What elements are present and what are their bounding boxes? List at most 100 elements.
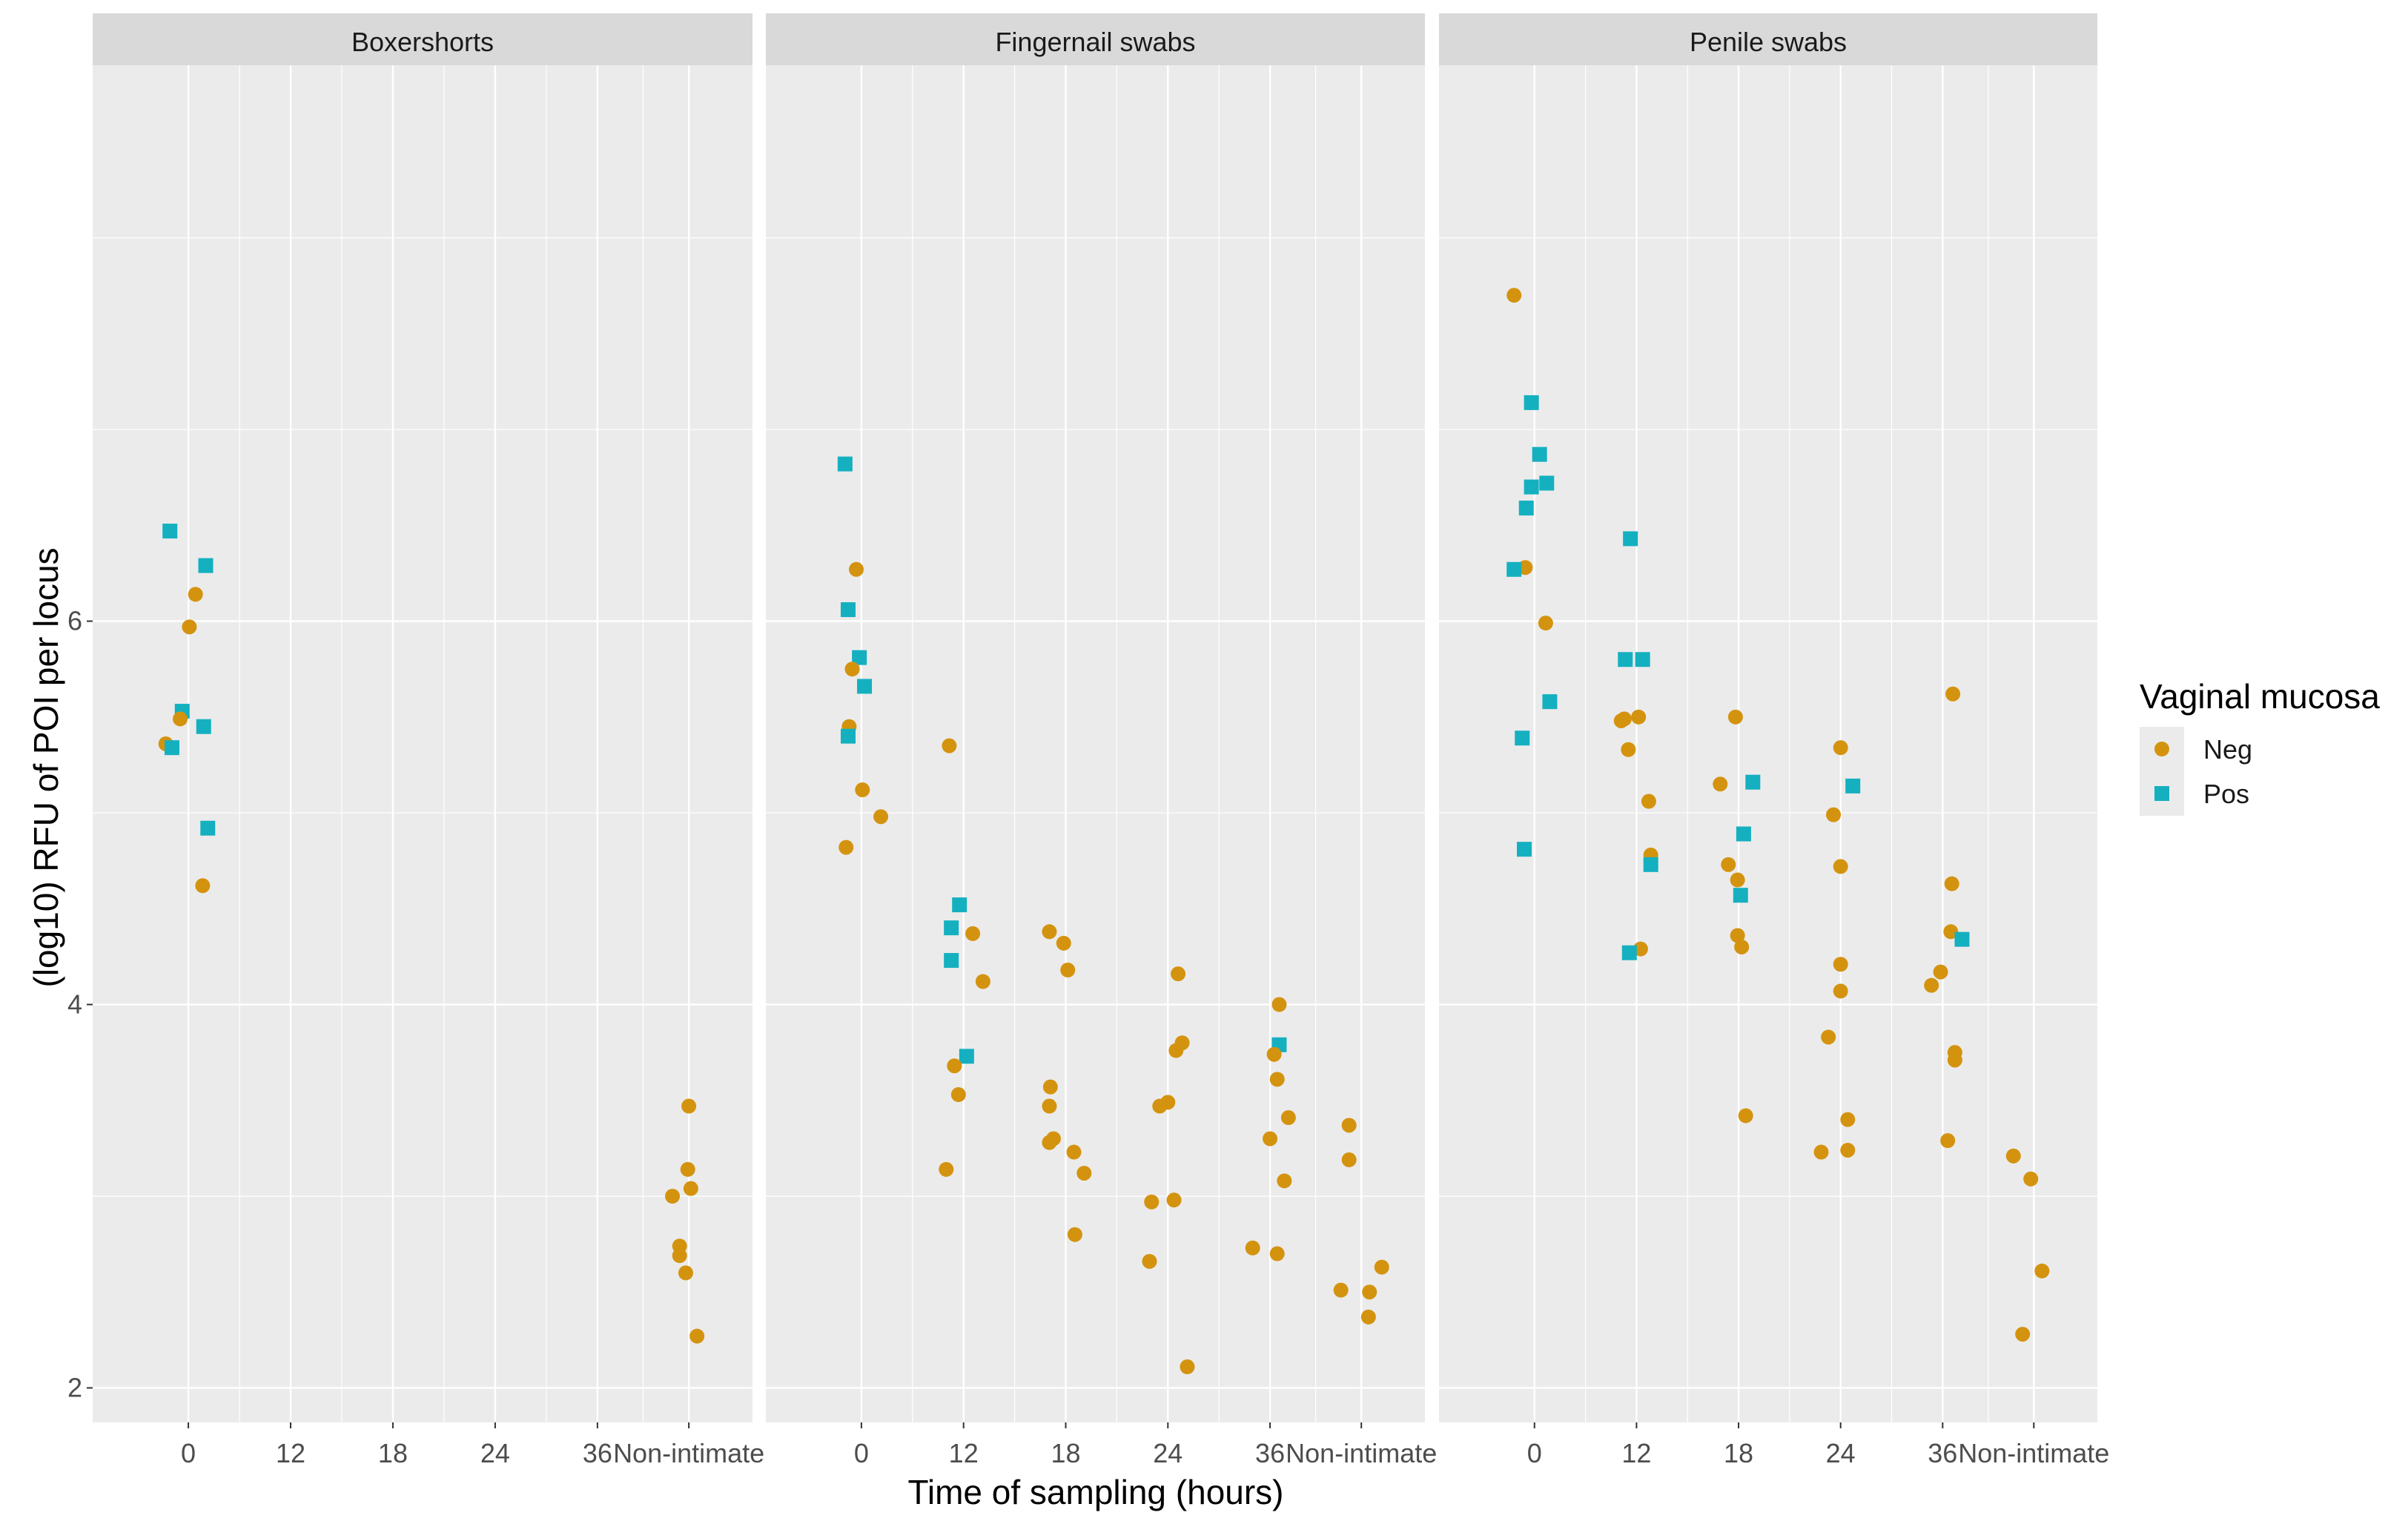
data-point-neg — [1060, 963, 1076, 977]
data-point-pos — [1524, 479, 1539, 495]
legend-keys: Neg Pos — [2140, 727, 2252, 816]
data-point-pos — [1745, 774, 1761, 790]
data-point-neg — [1360, 1309, 1376, 1325]
legend-key-pos — [2154, 786, 2169, 801]
x-tick-label: Non-intimate — [613, 1438, 764, 1468]
data-points — [837, 456, 1389, 1375]
data-point-neg — [1933, 964, 1948, 980]
data-point-neg — [1833, 859, 1848, 874]
data-point-neg — [1833, 740, 1848, 756]
data-point-pos — [1516, 842, 1532, 857]
data-point-pos — [1532, 446, 1547, 462]
data-point-pos — [837, 456, 853, 472]
panel-background — [93, 65, 752, 1422]
data-point-pos — [1643, 857, 1658, 872]
data-point-neg — [1947, 1052, 1962, 1068]
data-point-neg — [188, 587, 203, 602]
data-point-neg — [844, 662, 860, 677]
data-point-neg — [1269, 1246, 1285, 1261]
data-point-neg — [1506, 288, 1522, 303]
data-point-neg — [939, 1161, 954, 1177]
data-point-pos — [852, 650, 867, 665]
data-point-pos — [162, 524, 178, 539]
data-point-neg — [947, 1058, 962, 1074]
data-point-pos — [1845, 778, 1861, 794]
legend-title: Vaginal mucosa — [2140, 677, 2380, 716]
data-point-neg — [1641, 794, 1656, 809]
data-point-neg — [838, 839, 854, 855]
data-point-pos — [164, 740, 179, 756]
x-axes: 0 12 18 24 36 Non-intimate 0 12 18 24 36 Non-intima… — [181, 1422, 2109, 1468]
data-point-pos — [1736, 826, 1751, 842]
x-axis-2: 0 12 18 24 36 Non-intimate — [1527, 1422, 2109, 1468]
facet-panel-1: Fingernail swabs — [766, 13, 1425, 1422]
data-point-neg — [1840, 1112, 1856, 1127]
data-point-neg — [683, 1181, 698, 1196]
x-tick-label: 36 — [1928, 1438, 1957, 1468]
data-point-neg — [672, 1248, 687, 1264]
data-point-pos — [857, 679, 873, 694]
data-point-neg — [1616, 711, 1632, 727]
data-point-pos — [952, 897, 968, 913]
data-point-neg — [1631, 709, 1647, 725]
data-point-pos — [1524, 395, 1539, 410]
data-point-pos — [200, 820, 216, 836]
data-point-neg — [1280, 1110, 1296, 1126]
facet-panels: Boxershorts Fingernail swabs Penile swabs — [93, 13, 2097, 1422]
facet-strip — [766, 13, 1425, 65]
x-axis-0: 0 12 18 24 36 Non-intimate — [181, 1422, 764, 1468]
data-point-neg — [1166, 1193, 1182, 1208]
data-point-neg — [1333, 1282, 1349, 1298]
data-point-neg — [1269, 1072, 1285, 1087]
data-point-neg — [1621, 742, 1636, 757]
x-axis-1: 0 12 18 24 36 Non-intimate — [854, 1422, 1437, 1468]
data-point-pos — [1618, 652, 1633, 667]
x-tick-label: 0 — [181, 1438, 196, 1468]
x-tick-label: 18 — [1051, 1438, 1080, 1468]
data-point-neg — [1538, 616, 1553, 631]
facet-panel-0: Boxershorts — [93, 13, 752, 1422]
data-point-neg — [1813, 1144, 1829, 1160]
data-point-neg — [1056, 935, 1071, 951]
data-point-neg — [678, 1265, 693, 1281]
data-point-pos — [198, 558, 214, 573]
data-point-pos — [944, 920, 959, 936]
data-point-pos — [1539, 475, 1555, 491]
data-point-pos — [1635, 652, 1650, 667]
legend-key-neg — [2154, 742, 2169, 756]
data-point-neg — [1171, 966, 1186, 982]
data-point-pos — [944, 953, 959, 969]
facet-strip — [93, 13, 752, 65]
data-point-neg — [1945, 686, 1961, 702]
x-tick-label: 24 — [1153, 1438, 1182, 1468]
data-point-neg — [1144, 1194, 1160, 1210]
data-point-neg — [1833, 957, 1848, 972]
data-point-neg — [1066, 1144, 1082, 1160]
data-point-neg — [950, 1087, 966, 1103]
data-point-neg — [1142, 1253, 1157, 1269]
data-point-neg — [1168, 1043, 1184, 1058]
facet-strip-label: Fingernail swabs — [995, 27, 1195, 57]
data-point-neg — [2023, 1171, 2039, 1187]
x-tick-label: 36 — [583, 1438, 612, 1468]
data-point-neg — [1042, 924, 1057, 940]
y-axis-title: (log10) RFU of POI per locus — [27, 547, 65, 987]
data-point-neg — [2015, 1327, 2031, 1342]
x-tick-label: 24 — [1826, 1438, 1856, 1468]
data-point-pos — [1733, 888, 1748, 903]
data-point-neg — [680, 1161, 695, 1177]
x-tick-label: 36 — [1255, 1438, 1285, 1468]
data-points — [158, 524, 705, 1344]
data-point-neg — [1821, 1029, 1836, 1045]
y-tick-label: 2 — [67, 1372, 82, 1402]
data-point-neg — [1943, 924, 1959, 940]
data-point-neg — [1833, 983, 1848, 999]
data-point-neg — [1840, 1142, 1856, 1158]
data-point-neg — [2005, 1148, 2021, 1164]
data-point-neg — [1042, 1079, 1058, 1095]
data-point-pos — [1954, 931, 1970, 947]
y-tick-label: 4 — [67, 989, 82, 1020]
data-point-pos — [1506, 561, 1522, 577]
x-tick-label: 12 — [949, 1438, 979, 1468]
